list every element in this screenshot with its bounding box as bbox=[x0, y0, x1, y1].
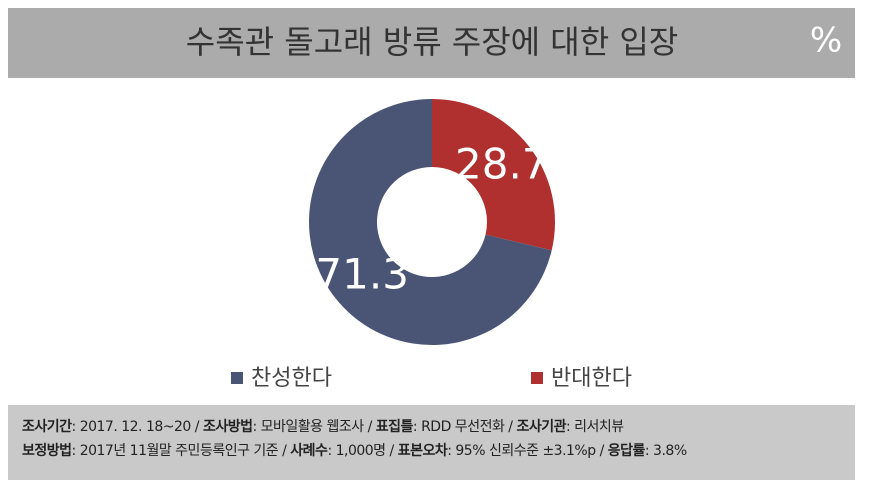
footer-value: : 2017년 11월말 주민등록인구 기준 bbox=[71, 443, 279, 459]
slice bbox=[308, 99, 552, 345]
legend-swatch bbox=[231, 372, 243, 384]
footer-value: : 리서치뷰 bbox=[566, 419, 624, 435]
footer-line: 보정방법: 2017년 11월말 주민등록인구 기준 / 사례수: 1,000명… bbox=[22, 439, 841, 463]
separator: / bbox=[599, 443, 605, 459]
legend-swatch bbox=[531, 372, 543, 384]
footer: 조사기간: 2017. 12. 18~20 / 조사방법: 모바일활용 웹조사 … bbox=[8, 405, 855, 480]
footer-label: 사례수 bbox=[290, 443, 328, 459]
separator: / bbox=[367, 419, 373, 435]
footer-value: : 95% 신뢰수준 ±3.1%p bbox=[447, 443, 596, 459]
footer-label: 보정방법 bbox=[22, 443, 72, 459]
footer-line: 조사기간: 2017. 12. 18~20 / 조사방법: 모바일활용 웹조사 … bbox=[22, 415, 841, 439]
footer-value: : 1,000명 bbox=[327, 443, 386, 459]
separator: / bbox=[282, 443, 287, 459]
unit-icon: % bbox=[810, 21, 842, 61]
footer-value: : 모바일활용 웹조사 bbox=[252, 419, 364, 435]
footer-label: 표본오차 bbox=[397, 443, 448, 459]
footer-label: 조사기간 bbox=[22, 419, 72, 435]
chart-title: 수족관 돌고래 방류 주장에 대한 입장 bbox=[186, 23, 678, 61]
separator: / bbox=[194, 419, 200, 435]
footer-label: 표집틀 bbox=[375, 419, 414, 435]
footer-value: : 3.8% bbox=[644, 443, 687, 459]
data-label: 28.7 bbox=[455, 139, 549, 188]
legend-label: 찬성한다 bbox=[251, 366, 332, 391]
footer-label: 조사방법 bbox=[202, 419, 253, 435]
title-band bbox=[8, 8, 855, 78]
footer-value: : 2017. 12. 18~20 bbox=[71, 419, 192, 435]
separator: / bbox=[508, 419, 513, 435]
slice bbox=[432, 99, 555, 251]
footer-label: 응답률 bbox=[607, 443, 646, 459]
legend-label: 반대한다 bbox=[551, 366, 632, 391]
chart: 수족관 돌고래 방류 주장에 대한 입장 % 28.7 71.3 찬성한다 반대한다 bbox=[8, 8, 855, 391]
footer-label: 조사기관 bbox=[516, 419, 566, 435]
footer-value: : RDD 무선전화 bbox=[412, 419, 505, 435]
separator: / bbox=[389, 443, 395, 459]
data-label: 71.3 bbox=[315, 250, 409, 299]
